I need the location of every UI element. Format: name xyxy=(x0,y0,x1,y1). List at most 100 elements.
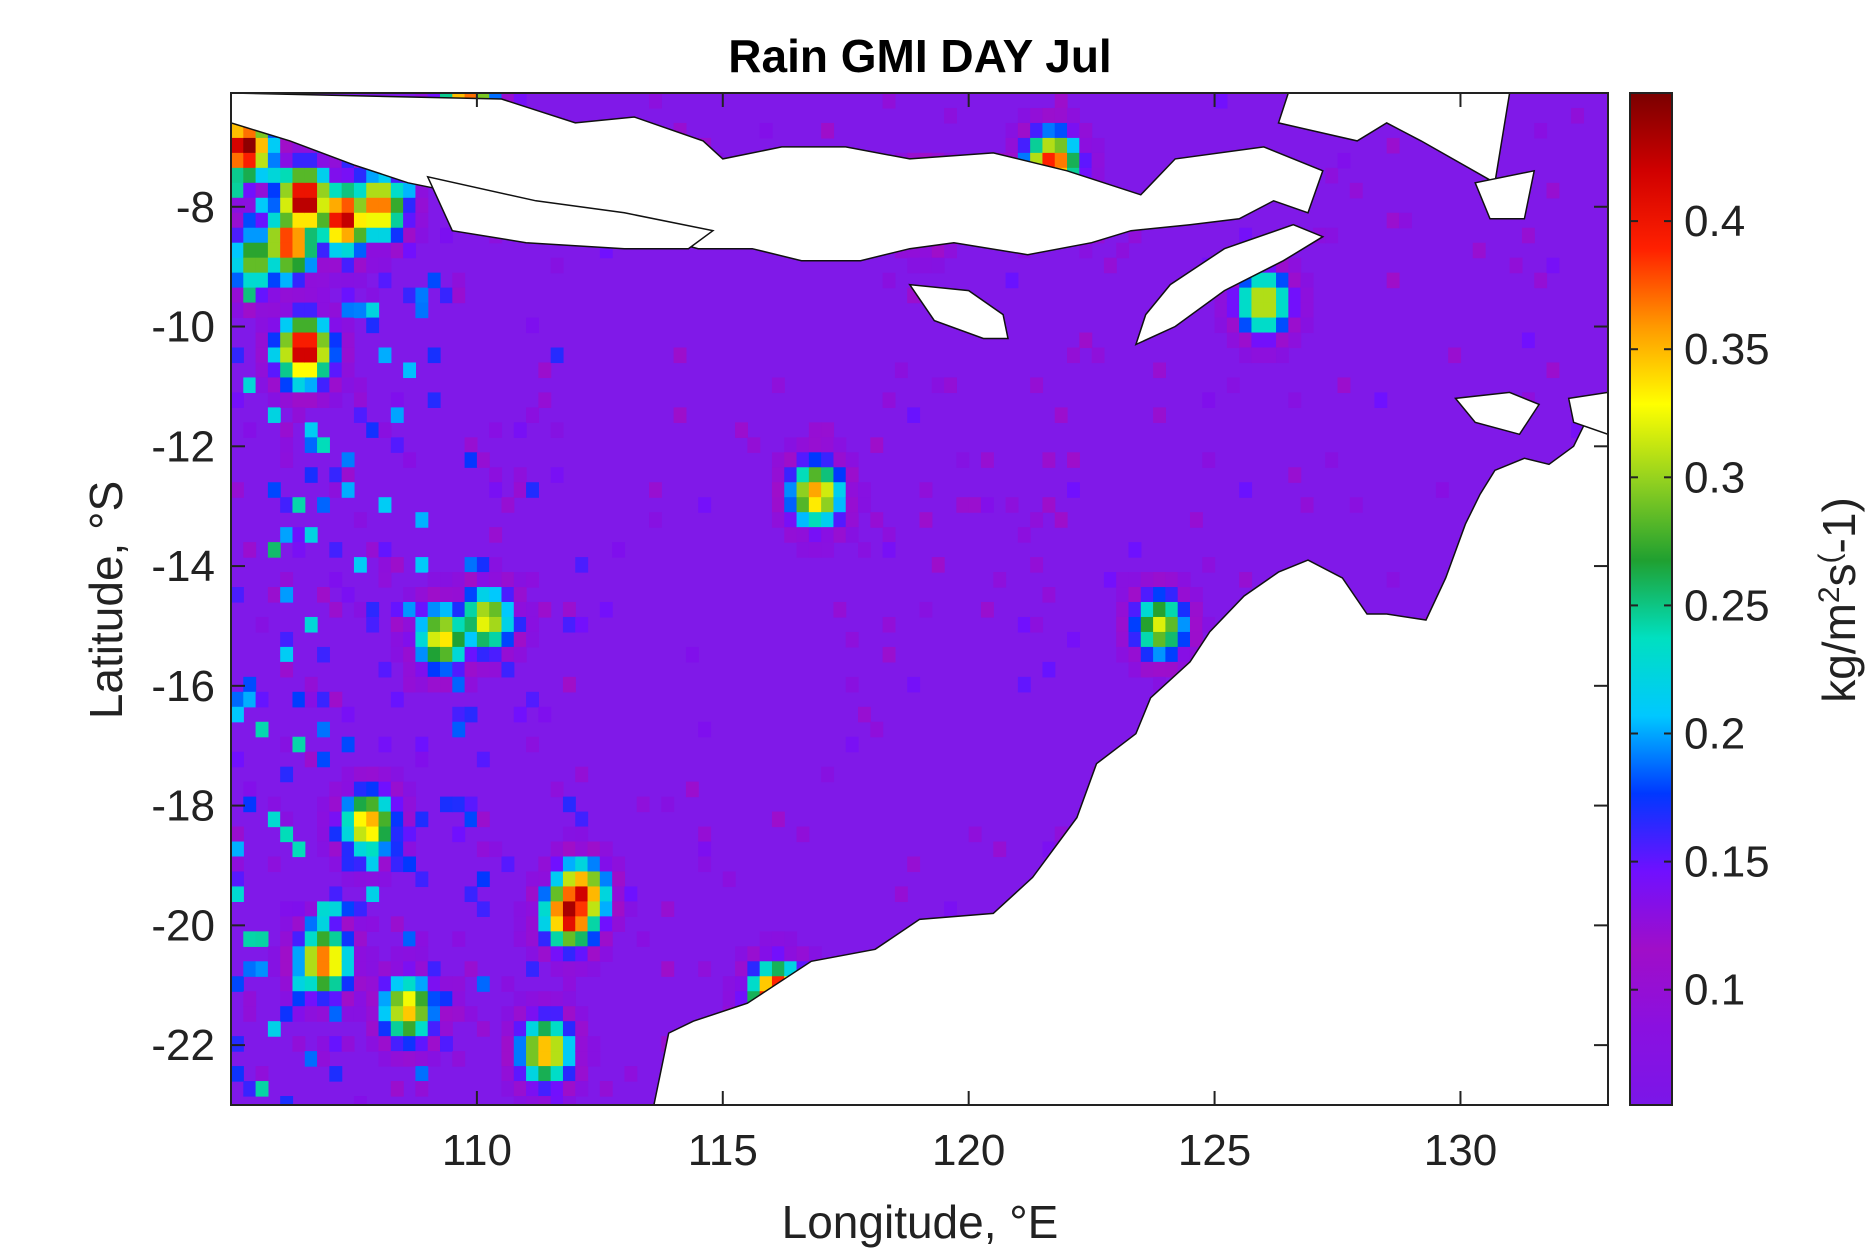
heatmap-cell xyxy=(341,362,355,379)
heatmap-cell xyxy=(427,1036,441,1052)
heatmap-cell xyxy=(415,946,429,962)
heatmap-cell xyxy=(452,976,466,992)
heatmap-cell xyxy=(366,796,380,813)
heatmap-cell xyxy=(304,946,318,962)
heatmap-cell xyxy=(1435,482,1449,498)
heatmap-cell xyxy=(464,557,478,573)
heatmap-cell xyxy=(280,736,294,753)
heatmap-cell xyxy=(317,1036,330,1052)
heatmap-cell xyxy=(550,1096,564,1105)
heatmap-cell xyxy=(353,557,367,573)
heatmap-cell xyxy=(1263,347,1277,364)
heatmap-cell xyxy=(403,182,417,199)
heatmap-cell xyxy=(231,587,244,603)
heatmap-cell xyxy=(538,856,552,873)
heatmap-cell xyxy=(292,287,306,304)
heatmap-cell xyxy=(821,452,835,468)
heatmap-cell xyxy=(722,871,736,888)
heatmap-cell xyxy=(353,796,367,813)
heatmap-cell xyxy=(1288,467,1302,483)
heatmap-cell xyxy=(427,587,441,603)
heatmap-cell xyxy=(526,601,539,618)
heatmap-cell xyxy=(513,1006,527,1022)
heatmap-cell xyxy=(476,976,490,992)
heatmap-cell xyxy=(415,601,429,618)
heatmap-cell xyxy=(1030,616,1044,633)
heatmap-cell xyxy=(415,1036,429,1052)
heatmap-cell xyxy=(452,706,466,723)
heatmap-cell xyxy=(1386,272,1400,289)
heatmap-cell xyxy=(243,152,257,169)
heatmap-cell xyxy=(403,1051,417,1067)
heatmap-cell xyxy=(415,631,429,648)
heatmap-cell xyxy=(599,901,613,917)
heatmap-cell xyxy=(366,1006,380,1022)
heatmap-cell xyxy=(1042,137,1056,154)
heatmap-cell xyxy=(526,616,539,633)
heatmap-cell xyxy=(403,796,417,813)
heatmap-cell xyxy=(415,587,429,603)
heatmap-cell xyxy=(993,841,1007,858)
colorbar xyxy=(1629,92,1673,1106)
heatmap-cell xyxy=(501,1066,515,1082)
heatmap-cell xyxy=(243,1081,257,1097)
heatmap-cell xyxy=(1239,347,1253,364)
heatmap-cell xyxy=(858,482,871,498)
heatmap-cell xyxy=(1091,347,1105,364)
heatmap-cell xyxy=(292,931,306,947)
heatmap-cell xyxy=(1276,302,1289,319)
heatmap-cell xyxy=(317,227,330,244)
land-polygon xyxy=(908,283,1009,340)
heatmap-cell xyxy=(624,1066,638,1082)
heatmap-cell xyxy=(771,377,785,394)
heatmap-cell xyxy=(292,691,306,708)
heatmap-cell xyxy=(317,721,330,738)
heatmap-cell xyxy=(771,452,785,468)
heatmap-cell xyxy=(366,1021,380,1037)
heatmap-cell xyxy=(366,287,380,304)
heatmap-cell xyxy=(292,1036,306,1052)
heatmap-cell xyxy=(821,437,835,453)
heatmap-cell xyxy=(1288,287,1302,304)
heatmap-cell xyxy=(612,542,626,558)
heatmap-cell xyxy=(1030,377,1044,394)
heatmap-cell xyxy=(341,467,355,483)
heatmap-cell xyxy=(513,601,527,618)
heatmap-cell xyxy=(489,646,503,663)
heatmap-cell xyxy=(513,706,527,723)
heatmap-cell xyxy=(353,167,367,184)
heatmap-cell xyxy=(317,646,330,663)
heatmap-cell xyxy=(796,437,810,453)
heatmap-cell xyxy=(1374,392,1388,408)
heatmap-cell xyxy=(550,856,564,873)
heatmap-cell xyxy=(1054,137,1068,154)
heatmap-cell xyxy=(280,1096,294,1105)
heatmap-cell xyxy=(329,1036,343,1052)
heatmap-cell xyxy=(366,317,380,334)
heatmap-cell xyxy=(403,287,417,304)
heatmap-cell xyxy=(562,1096,576,1105)
heatmap-cell xyxy=(1128,587,1142,603)
heatmap-cell xyxy=(280,766,294,783)
heatmap-cell xyxy=(513,916,527,932)
heatmap-cell xyxy=(612,856,626,873)
heatmap-cell xyxy=(390,392,404,408)
heatmap-cell xyxy=(280,152,294,169)
heatmap-cell xyxy=(489,482,503,498)
heatmap-cell xyxy=(747,946,761,962)
heatmap-cell xyxy=(1030,107,1044,124)
heatmap-cell xyxy=(280,272,294,289)
heatmap-cell xyxy=(1054,407,1068,423)
heatmap-cell xyxy=(980,601,994,618)
heatmap-cell xyxy=(1017,137,1031,154)
heatmap-cell xyxy=(280,646,294,663)
heatmap-cell xyxy=(341,587,355,603)
heatmap-cell xyxy=(378,841,392,858)
heatmap-cell xyxy=(280,422,294,438)
heatmap-cell xyxy=(255,721,269,738)
heatmap-cell xyxy=(476,871,490,888)
heatmap-cell xyxy=(427,646,441,663)
heatmap-cell xyxy=(845,467,859,483)
heatmap-cell xyxy=(587,886,601,903)
heatmap-cell xyxy=(587,961,601,977)
